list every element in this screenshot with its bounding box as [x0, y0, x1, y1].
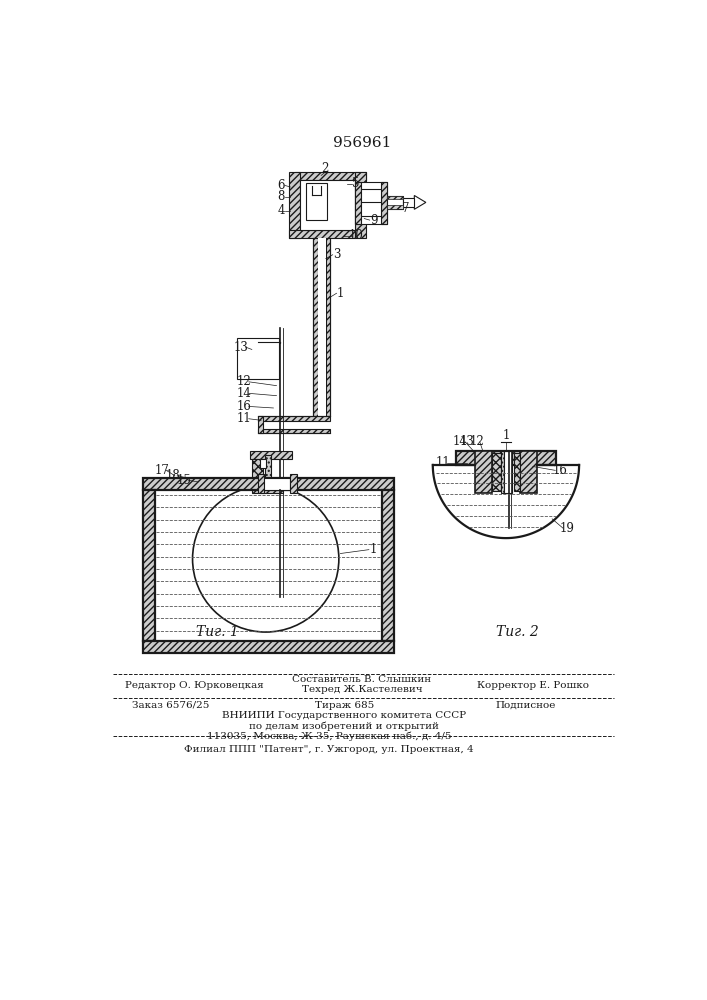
- Text: 956961: 956961: [333, 136, 391, 150]
- Bar: [520, 451, 537, 493]
- Bar: [143, 490, 155, 641]
- Circle shape: [241, 342, 275, 376]
- Bar: [381, 182, 387, 224]
- Bar: [259, 459, 266, 468]
- Text: Тираж 685: Тираж 685: [315, 701, 374, 710]
- Text: 3: 3: [333, 248, 340, 261]
- Text: 4: 4: [277, 204, 285, 217]
- Bar: [295, 172, 366, 180]
- Bar: [288, 230, 355, 238]
- Text: 1: 1: [502, 429, 510, 442]
- Text: 9: 9: [370, 214, 378, 227]
- Bar: [288, 172, 300, 238]
- Text: 16: 16: [237, 400, 252, 413]
- Bar: [258, 416, 330, 433]
- Text: 12: 12: [237, 375, 252, 388]
- Text: 14: 14: [452, 435, 467, 448]
- Text: 18: 18: [165, 469, 180, 482]
- Bar: [387, 196, 403, 209]
- Text: 13: 13: [460, 435, 475, 448]
- Circle shape: [311, 204, 322, 215]
- Text: Τиг. 1: Τиг. 1: [196, 625, 238, 639]
- Text: 17: 17: [154, 464, 169, 477]
- Circle shape: [253, 354, 262, 363]
- Bar: [143, 641, 395, 653]
- Bar: [305, 183, 327, 220]
- Bar: [258, 416, 330, 421]
- Text: 10: 10: [349, 229, 363, 242]
- Bar: [387, 196, 403, 199]
- Text: 8: 8: [277, 190, 285, 204]
- Text: ВНИИПИ Государственного комитета СССР: ВНИИПИ Государственного комитета СССР: [222, 711, 467, 720]
- Bar: [355, 182, 387, 224]
- Text: 19: 19: [560, 522, 575, 535]
- Bar: [501, 451, 504, 493]
- Bar: [313, 238, 318, 416]
- Text: 1: 1: [370, 543, 378, 556]
- Bar: [514, 453, 520, 491]
- Text: Техред Ж.Кастелевич: Техред Ж.Кастелевич: [302, 685, 422, 694]
- Text: Составитель В. Слышкин: Составитель В. Слышкин: [293, 675, 431, 684]
- Text: по делам изобретений и открытий: по делам изобретений и открытий: [250, 721, 439, 731]
- Bar: [265, 455, 271, 486]
- Bar: [382, 490, 395, 641]
- Text: 2: 2: [321, 162, 329, 175]
- Bar: [250, 451, 292, 459]
- Bar: [258, 474, 264, 493]
- Bar: [300, 180, 355, 230]
- Text: 13: 13: [233, 341, 248, 354]
- Bar: [456, 451, 556, 465]
- Bar: [326, 238, 330, 416]
- Bar: [355, 172, 366, 238]
- Text: Корректор Е. Рошко: Корректор Е. Рошко: [477, 681, 589, 690]
- Bar: [264, 478, 291, 490]
- Text: 11: 11: [436, 456, 450, 469]
- Text: Филиал ППП "Патент", г. Ужгород, ул. Проектная, 4: Филиал ППП "Патент", г. Ужгород, ул. Про…: [184, 745, 474, 754]
- Bar: [252, 486, 283, 493]
- Bar: [504, 451, 512, 493]
- Text: Подписное: Подписное: [495, 701, 556, 710]
- Bar: [492, 453, 501, 491]
- Text: 16: 16: [552, 464, 567, 477]
- Text: 113035, Москва, Ж-35, Раушская наб., д. 4/5: 113035, Москва, Ж-35, Раушская наб., д. …: [206, 731, 451, 741]
- Text: 14: 14: [237, 387, 252, 400]
- Polygon shape: [414, 195, 426, 209]
- Text: 15: 15: [177, 474, 192, 487]
- Bar: [361, 189, 381, 216]
- Bar: [475, 451, 492, 493]
- Bar: [238, 338, 279, 379]
- Text: 12: 12: [470, 435, 485, 448]
- Text: Τиг. 2: Τиг. 2: [496, 625, 539, 639]
- Bar: [318, 238, 326, 416]
- Text: 5: 5: [352, 177, 360, 190]
- Bar: [143, 478, 395, 490]
- Bar: [355, 182, 361, 224]
- Text: Заказ 6576/25: Заказ 6576/25: [132, 701, 210, 710]
- Bar: [258, 416, 262, 433]
- Bar: [291, 474, 296, 493]
- Text: 6: 6: [277, 179, 285, 192]
- Text: 1: 1: [337, 287, 344, 300]
- Bar: [387, 205, 403, 209]
- Bar: [403, 198, 414, 207]
- Text: 7: 7: [402, 202, 409, 215]
- Bar: [258, 429, 330, 433]
- Text: 11: 11: [237, 412, 252, 425]
- Bar: [252, 459, 264, 486]
- Text: Редактор О. Юрковецкая: Редактор О. Юрковецкая: [124, 681, 264, 690]
